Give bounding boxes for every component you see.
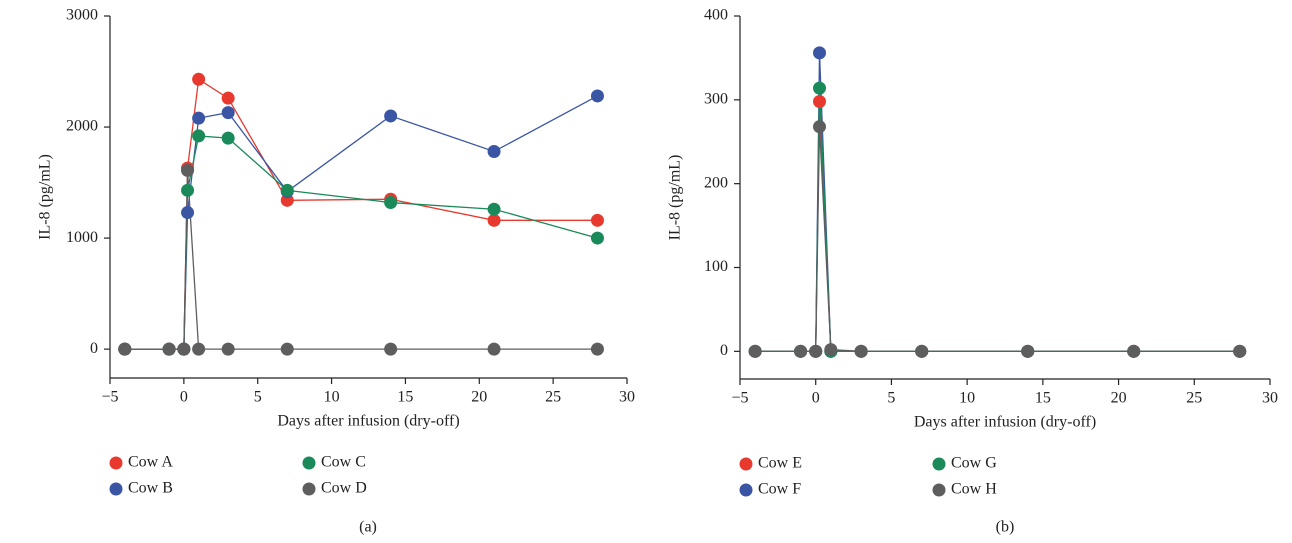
- y-axis-label: IL-8 (pg/mL): [37, 154, 54, 240]
- legend-label: Cow D: [321, 480, 367, 497]
- data-point: [384, 342, 398, 356]
- x-tick-label: 5: [887, 390, 895, 407]
- series-line: [755, 88, 1240, 352]
- y-tick-label: 3000: [66, 7, 98, 24]
- data-point: [590, 213, 604, 227]
- x-tick-label: 30: [1262, 390, 1278, 407]
- legend-marker: [739, 483, 753, 497]
- data-point: [487, 202, 501, 216]
- x-axis-label: Days after infusion (dry-off): [277, 413, 459, 430]
- data-point: [181, 206, 195, 220]
- y-tick-label: 0: [720, 342, 728, 359]
- data-point: [813, 95, 826, 109]
- legend-label: Cow G: [951, 455, 997, 472]
- data-point: [280, 342, 294, 356]
- data-point: [221, 131, 235, 145]
- legend-label: Cow B: [128, 480, 173, 497]
- data-point: [181, 163, 195, 177]
- data-point: [221, 91, 235, 105]
- y-tick-label: 2000: [66, 118, 98, 135]
- data-point: [748, 344, 762, 358]
- data-point: [384, 196, 398, 210]
- data-point: [221, 106, 235, 120]
- data-point: [809, 344, 823, 358]
- data-point: [280, 183, 294, 197]
- data-point: [794, 344, 808, 358]
- x-tick-label: 15: [397, 389, 413, 406]
- data-point: [118, 342, 132, 356]
- data-point: [590, 89, 604, 103]
- data-point: [590, 231, 604, 245]
- data-point: [192, 111, 206, 125]
- x-tick-label: −5: [731, 390, 748, 407]
- data-point: [813, 46, 826, 60]
- data-point: [824, 343, 838, 357]
- x-tick-label: 10: [959, 390, 975, 407]
- series-line: [124, 170, 598, 350]
- data-point: [177, 342, 191, 356]
- legend-label: Cow C: [321, 454, 366, 471]
- data-point: [854, 344, 868, 358]
- x-tick-label: 10: [324, 389, 340, 406]
- legend-label: Cow A: [128, 454, 173, 471]
- y-tick-label: 300: [704, 91, 728, 108]
- data-point: [1233, 344, 1247, 358]
- series-line: [755, 52, 1240, 352]
- legend-marker: [109, 456, 123, 470]
- legend-label: Cow E: [758, 455, 802, 472]
- data-point: [162, 342, 176, 356]
- data-point: [487, 144, 501, 158]
- series-line: [755, 101, 1240, 352]
- x-tick-label: 15: [1035, 390, 1051, 407]
- x-tick-label: 25: [1186, 390, 1202, 407]
- legend-marker: [932, 483, 946, 497]
- data-point: [181, 183, 195, 197]
- legend-marker: [739, 457, 753, 471]
- y-tick-label: 400: [704, 7, 728, 24]
- data-point: [192, 72, 206, 86]
- legend-label: Cow H: [951, 481, 997, 498]
- caption: (b): [996, 519, 1015, 536]
- data-point: [1127, 344, 1141, 358]
- legend-label: Cow F: [758, 481, 801, 498]
- y-axis-label: IL-8 (pg/mL): [667, 155, 684, 241]
- x-tick-label: 25: [545, 389, 561, 406]
- data-point: [487, 342, 501, 356]
- legend-marker: [302, 482, 316, 496]
- series-line: [755, 126, 1240, 352]
- data-point: [192, 129, 206, 143]
- data-point: [813, 81, 826, 95]
- y-tick-label: 100: [704, 258, 728, 275]
- x-tick-label: 5: [254, 389, 262, 406]
- x-tick-label: 0: [812, 390, 820, 407]
- x-tick-label: 20: [1111, 390, 1127, 407]
- data-point: [915, 344, 929, 358]
- data-point: [192, 342, 206, 356]
- data-point: [590, 342, 604, 356]
- series-line: [124, 135, 598, 350]
- data-point: [1021, 344, 1035, 358]
- data-point: [813, 120, 826, 134]
- x-tick-label: −5: [101, 389, 118, 406]
- legend-marker: [302, 456, 316, 470]
- legend-marker: [932, 457, 946, 471]
- legend-marker: [109, 482, 123, 496]
- data-point: [280, 193, 294, 207]
- y-tick-label: 0: [90, 340, 98, 357]
- caption: (a): [359, 519, 377, 536]
- x-axis-label: Days after infusion (dry-off): [914, 414, 1096, 431]
- data-point: [221, 342, 235, 356]
- data-point: [487, 213, 501, 227]
- x-tick-label: 0: [180, 389, 188, 406]
- x-tick-label: 30: [619, 389, 635, 406]
- y-tick-label: 200: [704, 174, 728, 191]
- data-point: [384, 109, 398, 123]
- x-tick-label: 20: [471, 389, 487, 406]
- y-tick-label: 1000: [66, 229, 98, 246]
